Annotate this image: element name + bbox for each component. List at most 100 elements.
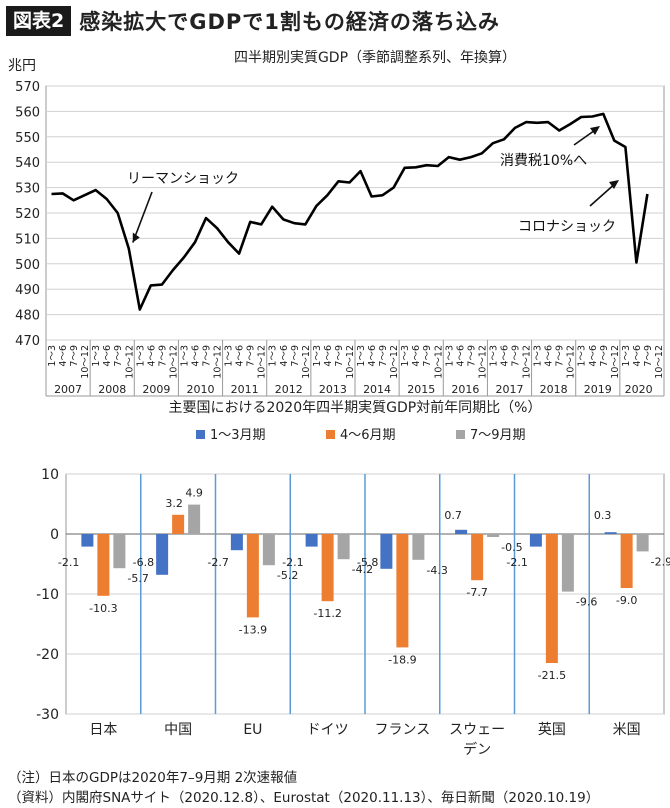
bar-data-label: 3.2 <box>165 497 183 510</box>
line-x-quarter-tick: 1～3 <box>224 345 235 367</box>
line-x-quarter-tick: 10～12 <box>168 345 179 379</box>
bar-category-label: フランス <box>375 722 431 738</box>
line-x-quarter-tick: 1～3 <box>47 345 58 367</box>
bar-y-tick: 0 <box>50 527 59 543</box>
bar-data-label: -2.1 <box>506 556 527 569</box>
legend-label: 4～6月期 <box>340 428 396 443</box>
line-year-label: 2015 <box>407 383 435 396</box>
bar-mark <box>412 534 425 560</box>
bar-data-label: -4.3 <box>426 564 447 577</box>
figure-tag: 図表2 <box>6 6 72 36</box>
legend-swatch <box>456 430 465 439</box>
line-x-quarter-tick: 10～12 <box>80 345 91 379</box>
line-y-tick: 520 <box>15 207 40 222</box>
bar-data-label: -5.7 <box>127 572 148 585</box>
line-x-quarter-tick: 10～12 <box>213 345 224 379</box>
bar-data-label: -2.1 <box>282 556 303 569</box>
bar-data-label: 4.9 <box>185 487 203 500</box>
line-year-label: 2011 <box>231 383 259 396</box>
bar-mark <box>380 534 393 569</box>
bar-mark <box>455 529 468 534</box>
line-x-quarter-tick: 4～6 <box>544 345 555 367</box>
bar-mark <box>230 534 243 551</box>
line-x-quarter-tick: 4～6 <box>323 345 334 367</box>
note-line: （注）日本のGDPは2020年7–9月期 2次速報値 <box>8 770 298 786</box>
bar-mark <box>188 504 201 534</box>
line-y-tick: 510 <box>15 232 40 247</box>
line-x-quarter-tick: 7～9 <box>555 345 566 367</box>
line-y-tick: 540 <box>15 156 40 171</box>
bar-data-label: -4.2 <box>352 563 373 576</box>
line-year-label: 2009 <box>142 383 170 396</box>
bar-mark <box>97 534 110 596</box>
line-x-quarter-tick: 10～12 <box>522 345 533 379</box>
bar-mark <box>471 534 484 581</box>
line-year-label: 2007 <box>54 383 82 396</box>
line-x-quarter-tick: 1～3 <box>577 345 588 367</box>
bar-category-label: ドイツ <box>307 722 349 738</box>
line-y-tick: 560 <box>15 105 40 120</box>
line-x-quarter-tick: 10～12 <box>345 345 356 379</box>
bar-mark <box>113 534 126 569</box>
bar-y-tick: 10 <box>41 467 59 483</box>
line-x-quarter-tick: 10～12 <box>433 345 444 379</box>
line-x-quarter-tick: 1～3 <box>91 345 102 367</box>
legend-swatch <box>196 430 205 439</box>
bar-data-label: -2.9 <box>651 555 670 568</box>
line-y-tick: 570 <box>15 80 40 95</box>
annotation-corona-arrowhead <box>609 180 619 189</box>
bar-data-label: 0.7 <box>444 509 462 522</box>
line-x-quarter-tick: 10～12 <box>257 345 268 379</box>
source-line: （資料）内閣府SNAサイト（2020.12.8）、Eurostat（2020.1… <box>8 790 600 806</box>
bar-mark <box>561 534 574 592</box>
bar-mark <box>337 534 350 560</box>
bar-data-label: -6.8 <box>133 556 154 569</box>
line-chart-title: 四半期別実質GDP（季節調整系列、年換算） <box>234 49 516 66</box>
bar-data-label: -10.3 <box>89 602 117 615</box>
line-x-quarter-tick: 7～9 <box>246 345 257 367</box>
line-x-quarter-tick: 4～6 <box>235 345 246 367</box>
line-x-quarter-tick: 1～3 <box>533 345 544 367</box>
line-x-quarter-tick: 7～9 <box>511 345 522 367</box>
line-year-label: 2013 <box>319 383 347 396</box>
line-x-quarter-tick: 10～12 <box>389 345 400 379</box>
line-x-quarter-tick: 7～9 <box>113 345 124 367</box>
bar-data-label: -2.7 <box>207 556 228 569</box>
line-x-quarter-tick: 7～9 <box>290 345 301 367</box>
bar-mark <box>172 514 185 534</box>
bar-mark <box>156 534 169 575</box>
bar-category-label: 英国 <box>538 721 566 738</box>
line-x-quarter-tick: 4～6 <box>499 345 510 367</box>
bar-mark <box>487 534 500 537</box>
line-x-quarter-tick: 4～6 <box>455 345 466 367</box>
annotation-lehman-arrowhead <box>132 232 140 243</box>
line-x-quarter-tick: 7～9 <box>157 345 168 367</box>
line-year-label: 2014 <box>363 383 391 396</box>
bar-data-label: 0.3 <box>594 509 612 522</box>
line-year-label: 2018 <box>540 383 568 396</box>
line-y-tick: 490 <box>15 283 40 298</box>
bar-category-label: 日本 <box>89 722 117 738</box>
bar-y-tick: -30 <box>36 707 59 723</box>
bar-mark <box>545 534 558 663</box>
line-year-label: 2020 <box>625 383 653 396</box>
bar-data-label: -5.8 <box>357 556 378 569</box>
bar-data-label: -18.9 <box>388 653 416 666</box>
line-y-tick: 480 <box>15 309 40 324</box>
line-y-tick: 550 <box>15 131 40 146</box>
line-x-quarter-tick: 10～12 <box>654 345 665 379</box>
bar-mark <box>321 534 334 602</box>
bar-data-label: -2.1 <box>58 556 79 569</box>
bar-data-label: -7.7 <box>466 586 487 599</box>
legend-swatch <box>326 430 335 439</box>
line-x-quarter-tick: 1～3 <box>312 345 323 367</box>
annotation-corona: コロナショック <box>518 219 616 235</box>
line-year-label: 2017 <box>496 383 524 396</box>
line-x-quarter-tick: 10～12 <box>477 345 488 379</box>
bar-data-label: -11.2 <box>313 607 341 620</box>
line-x-quarter-tick: 7～9 <box>334 345 345 367</box>
bar-mark <box>529 534 542 547</box>
line-x-quarter-tick: 7～9 <box>599 345 610 367</box>
annotation-lehman-arrow <box>132 191 153 243</box>
line-x-quarter-tick: 7～9 <box>643 345 654 367</box>
